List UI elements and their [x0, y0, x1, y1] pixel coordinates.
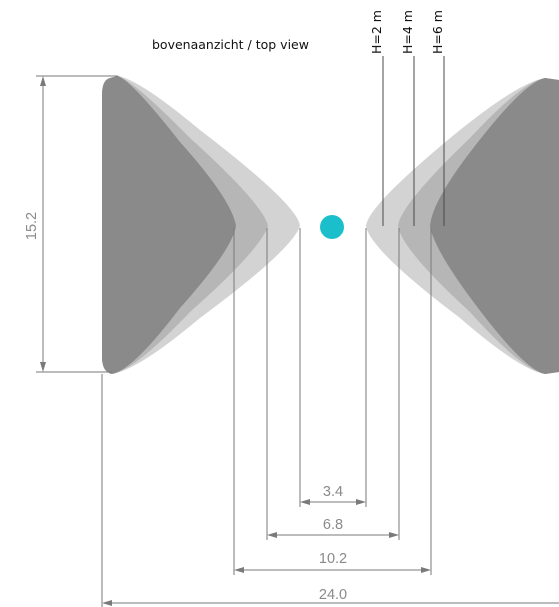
dimension-label-6m: 10.2: [319, 551, 347, 567]
height-label-4m: H=4 m: [400, 10, 415, 54]
right-zone-h6: [430, 78, 559, 374]
view-label: bovenaanzicht / top view: [152, 37, 309, 52]
left-detection-lobes: [102, 76, 300, 374]
sensor-dot: [320, 215, 344, 239]
dimension-label-2m: 3.4: [323, 484, 343, 500]
dimension-label-4m: 6.8: [323, 517, 343, 533]
height-dimension-label: 15.2: [24, 212, 40, 240]
height-label-2m: H=2 m: [369, 10, 384, 54]
height-label-6m: H=6 m: [430, 10, 445, 54]
left-zone-h6: [102, 76, 236, 374]
dimension-label-total: 24.0: [319, 587, 347, 603]
height-dimension: 15.2: [24, 75, 118, 373]
width-dimensions: 3.4 6.8 10.2 24.0: [101, 228, 559, 607]
right-detection-lobes: [366, 78, 559, 374]
height-markers: H=2 m H=4 m H=6 m: [369, 10, 445, 226]
